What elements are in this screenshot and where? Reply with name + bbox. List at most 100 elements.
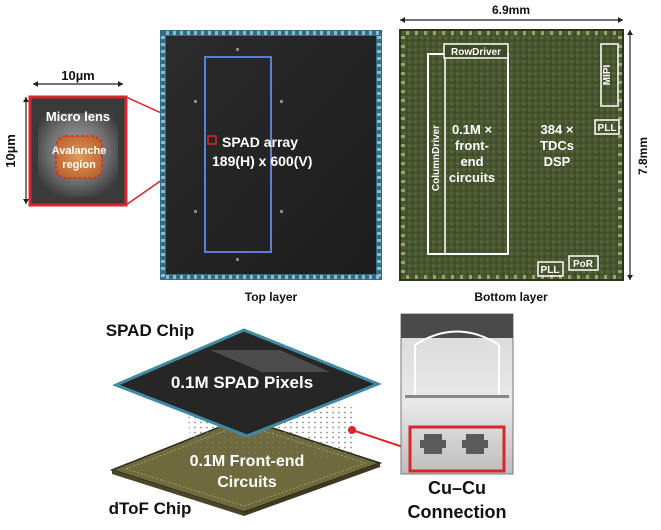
bond-pad <box>401 63 405 66</box>
bond-pad <box>618 270 622 273</box>
bond-pad <box>401 135 405 138</box>
bond-pad <box>451 31 454 35</box>
bond-pad <box>161 120 165 123</box>
bond-pad <box>377 57 381 60</box>
bond-pad <box>415 31 418 35</box>
bond-pad <box>618 81 622 84</box>
cross-section-top-layer <box>401 314 513 338</box>
bond-pad <box>292 275 295 279</box>
cross-section-lens-arc <box>414 330 500 395</box>
cu-cu-label-line1: Cu–Cu <box>428 478 486 498</box>
spad-array-label-line2: 189(H) x 600(V) <box>212 153 312 169</box>
frontend-label-line4: circuits <box>449 170 495 185</box>
bond-pad <box>377 169 381 172</box>
bond-pad <box>377 106 381 109</box>
bond-pad <box>377 260 381 263</box>
bond-pad <box>166 31 169 35</box>
bond-pad <box>161 218 165 221</box>
bond-pad <box>618 90 622 93</box>
bond-pad <box>243 275 246 279</box>
bond-pad <box>194 275 197 279</box>
bond-pad <box>613 31 616 35</box>
bond-pad <box>376 31 379 35</box>
bond-pad <box>442 275 445 279</box>
bond-pad <box>362 275 365 279</box>
bottom-layer-caption: Bottom layer <box>474 290 548 304</box>
bond-pad <box>161 106 165 109</box>
bond-pad <box>618 135 622 138</box>
bond-pad <box>161 260 165 263</box>
bond-pad <box>541 31 544 35</box>
bond-pad <box>161 162 165 165</box>
bond-pad <box>377 267 381 270</box>
bond-pad <box>377 232 381 235</box>
bond-pad <box>401 216 405 219</box>
bond-pad <box>377 246 381 249</box>
bond-pad <box>236 31 239 35</box>
bond-pad <box>550 31 553 35</box>
bond-pad <box>306 31 309 35</box>
bond-pad <box>568 31 571 35</box>
stacked-chip-illustration: 0.1M SPAD Pixels 0.1M Front-end Circuits… <box>106 321 410 518</box>
microlens-width-label: 10µm <box>61 68 95 83</box>
bond-pad <box>401 207 405 210</box>
bond-pad <box>299 275 302 279</box>
bond-pad <box>401 261 405 264</box>
bond-pad <box>377 141 381 144</box>
bottom-height-label: 7.8mm <box>636 137 650 175</box>
bond-pad <box>377 155 381 158</box>
bond-pad <box>327 31 330 35</box>
bond-pad <box>377 253 381 256</box>
bond-pad <box>250 275 253 279</box>
bond-pad <box>229 31 232 35</box>
bond-pad <box>173 31 176 35</box>
bond-pad <box>341 31 344 35</box>
bond-pad <box>618 54 622 57</box>
bond-pad <box>478 31 481 35</box>
dtof-chip-edge-right <box>244 463 380 516</box>
bond-pad <box>161 267 165 270</box>
bond-pad <box>618 189 622 192</box>
bond-pad <box>180 275 183 279</box>
bond-pad <box>618 243 622 246</box>
bond-pad <box>377 190 381 193</box>
bond-pad <box>320 275 323 279</box>
bond-pad <box>401 45 405 48</box>
bond-pad <box>442 31 445 35</box>
bond-pad <box>377 211 381 214</box>
bond-pad <box>285 275 288 279</box>
dtof-chip-label: dToF Chip <box>109 499 192 518</box>
bond-pad <box>201 31 204 35</box>
pll-block-top <box>594 119 620 135</box>
bond-pad <box>618 108 622 111</box>
bond-pad <box>523 31 526 35</box>
bond-pad <box>406 31 409 35</box>
bond-pad <box>161 78 165 81</box>
bond-pad <box>362 31 365 35</box>
bottom-layer-die: 6.9mm 7.8mm RowDriver ColumnDriver 0.1M … <box>399 3 650 304</box>
bond-pad <box>377 78 381 81</box>
bond-pad <box>377 127 381 130</box>
pll-block-bottom <box>537 261 564 277</box>
bond-pad <box>401 144 405 147</box>
avalanche-label-line2: region <box>62 159 96 171</box>
cu-cu-label-line2: Connection <box>408 502 507 522</box>
copper-pads <box>420 434 488 454</box>
bond-pad <box>377 239 381 242</box>
bond-pad <box>401 90 405 93</box>
bond-pad <box>377 36 381 39</box>
spad-chip-label: SPAD Chip <box>106 321 194 340</box>
bond-pad <box>377 50 381 53</box>
bond-pad <box>469 31 472 35</box>
bond-pad <box>451 275 454 279</box>
bond-pad <box>377 71 381 74</box>
bond-pad <box>523 275 526 279</box>
bond-pad <box>618 261 622 264</box>
bond-pad <box>201 275 204 279</box>
bond-pad <box>618 63 622 66</box>
bond-pad <box>377 274 381 277</box>
spad-chip-pixel-area <box>210 350 330 372</box>
bond-pad <box>313 31 316 35</box>
bond-pad <box>369 275 372 279</box>
bond-pad <box>618 126 622 129</box>
